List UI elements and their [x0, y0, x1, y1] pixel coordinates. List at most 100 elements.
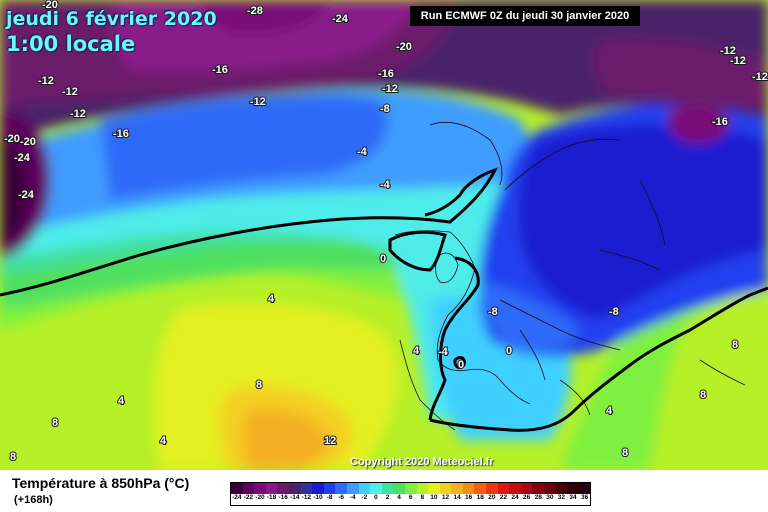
scale-swatch: 20 [486, 483, 498, 505]
variable-title: Température à 850hPa (°C) [12, 475, 190, 491]
contour-labels: -20 -28-24-20-16 -16-12-12-8-12-12-12-16-2… [3, 0, 768, 464]
forecast-time: 1:00 locale [6, 32, 136, 56]
contour-label: 4 [413, 345, 420, 357]
scale-label: -18 [266, 494, 277, 501]
scale-label: -20 [255, 494, 265, 501]
scale-label: -10 [313, 494, 323, 501]
contour-label: -20 [20, 136, 36, 148]
contour-label: 4 [606, 405, 613, 417]
scale-swatch: -22 [242, 483, 255, 505]
run-info: Run ECMWF 0Z du jeudi 30 janvier 2020 [410, 6, 640, 26]
contour-label: -4 [357, 146, 368, 158]
scale-label: 24 [511, 494, 519, 501]
lead-time: (+168h) [14, 494, 53, 506]
scale-label: -8 [326, 494, 333, 501]
scale-swatch: -2 [358, 483, 371, 505]
contour-label: -4 [438, 346, 449, 358]
scale-label: 18 [476, 494, 484, 501]
scale-label: 2 [385, 494, 390, 501]
contour-label: -8 [609, 306, 619, 318]
scale-label: 36 [580, 494, 589, 501]
contour-label: 4 [118, 395, 125, 407]
contour-label: 0 [506, 345, 512, 357]
contour-label: -12 [70, 108, 86, 120]
scale-label: -16 [278, 494, 288, 501]
scale-swatch: -10 [312, 483, 324, 505]
scale-label: 34 [569, 494, 577, 501]
scale-swatch: 4 [393, 483, 405, 505]
contour-label: -16 [113, 128, 129, 140]
color-scale: -24 -22 -20 -18 -16 -14 -12 -10 -8 -6 -4 -2 0 2 4 6 8 10 1… [230, 482, 592, 506]
scale-swatch: 24 [509, 483, 521, 505]
scale-swatch: 0 [370, 483, 382, 505]
contour-label: -4 [380, 179, 391, 191]
scale-label: 14 [453, 494, 461, 501]
scale-swatch: -12 [300, 483, 313, 505]
contour-label: -16 [712, 116, 728, 128]
scale-label: 16 [465, 494, 473, 501]
contour-label: 8 [700, 389, 706, 401]
contour-label: -12 [752, 71, 768, 83]
contour-label: -20 [396, 41, 412, 53]
scale-swatch: 26 [520, 483, 533, 505]
scale-label: 20 [488, 494, 496, 501]
legend-bar: Température à 850hPa (°C) (+168h) -24 -22… [0, 470, 768, 512]
contour-label: -12 [38, 75, 54, 87]
contour-label: 8 [622, 447, 628, 459]
scale-swatch: 10 [428, 483, 440, 505]
scale-swatch: 22 [497, 483, 510, 505]
contour-label: -12 [250, 96, 266, 108]
scale-swatch: 34 [567, 483, 579, 505]
scale-swatch: 2 [381, 483, 394, 505]
contour-label: -20 [4, 133, 20, 145]
scale-swatch: 16 [462, 483, 475, 505]
contour-label: -8 [380, 103, 390, 115]
scale-label: 8 [420, 494, 425, 501]
scale-label: 12 [441, 494, 450, 501]
scale-label: -2 [361, 494, 368, 501]
copyright: Copyright 2020 Meteociel.fr [350, 456, 494, 468]
contour-label: -24 [332, 13, 349, 25]
contour-label: -8 [488, 306, 498, 318]
contour-label: -28 [247, 5, 263, 17]
scale-swatch: -4 [346, 483, 359, 505]
contour-label: -12 [730, 55, 746, 67]
scale-swatch: -20 [254, 483, 266, 505]
scale-swatch: 12 [439, 483, 452, 505]
contour-label: -20 [42, 0, 58, 11]
scale-label: -22 [243, 494, 254, 501]
scale-label: -6 [338, 494, 345, 501]
scale-label: 32 [557, 494, 566, 501]
contour-label: -16 [378, 68, 394, 80]
scale-swatch: 6 [404, 483, 417, 505]
scale-label: 22 [499, 494, 508, 501]
contour-label: 4 [160, 435, 167, 447]
temperature-map: -20 -28 -24 -20 -16 -16 -12 -12 -8 -12 -12 -12 -16 -2… [0, 0, 768, 470]
scale-label: 28 [534, 494, 542, 501]
scale-swatch: -24 [231, 483, 243, 505]
contour-label: 0 [458, 359, 464, 371]
scale-swatch: 36 [578, 483, 591, 505]
scale-label: -24 [232, 494, 242, 501]
scale-swatch: -18 [265, 483, 278, 505]
scale-swatch: -14 [288, 483, 301, 505]
contour-label: -12 [720, 45, 736, 57]
scale-label: 10 [430, 494, 438, 501]
scale-label: 0 [374, 494, 378, 501]
contour-label: 8 [732, 339, 738, 351]
scale-swatch: 18 [474, 483, 487, 505]
scale-label: -12 [301, 494, 312, 501]
scale-swatch: 32 [555, 483, 568, 505]
contour-label: 4 [268, 293, 275, 305]
contour-label: -24 [14, 152, 31, 164]
scale-swatch: -6 [335, 483, 347, 505]
scale-swatch: -16 [277, 483, 289, 505]
scale-label: 6 [408, 494, 413, 501]
coastlines [394, 121, 746, 431]
zero-isotherm [0, 167, 768, 432]
scale-label: 4 [397, 494, 401, 501]
scale-swatch: 8 [416, 483, 429, 505]
scale-label: -4 [349, 494, 356, 501]
contour-label: 0 [380, 253, 386, 265]
contour-label: 8 [52, 417, 58, 429]
